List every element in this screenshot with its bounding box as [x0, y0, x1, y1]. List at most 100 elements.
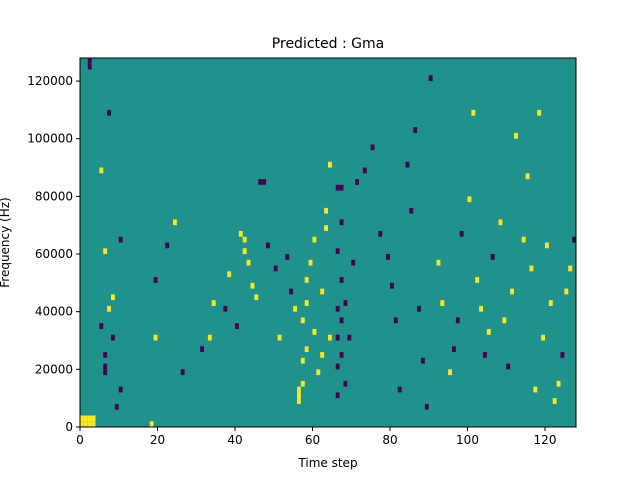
heatmap-cell [107, 305, 111, 312]
heatmap-cell [564, 288, 569, 295]
heatmap-cell [180, 369, 185, 376]
heatmap-cell [459, 230, 464, 237]
heatmap-cell [483, 352, 487, 358]
plot-background [80, 58, 576, 427]
heatmap-cell [111, 334, 115, 341]
heatmap-cell [99, 323, 104, 329]
heatmap-cell [103, 352, 108, 358]
heatmap-cell [80, 415, 84, 422]
heatmap-cell [289, 288, 294, 295]
y-tick-label: 60000 [35, 247, 73, 261]
heatmap-cell [533, 386, 538, 393]
heatmap-cell [436, 259, 441, 266]
heatmap-cell [362, 167, 367, 174]
heatmap-cell [452, 346, 456, 353]
y-tick-label: 20000 [35, 362, 73, 376]
heatmap-cell [428, 75, 433, 82]
y-tick-label: 40000 [35, 305, 73, 319]
heatmap-cell [200, 346, 204, 353]
heatmap-cell [293, 305, 297, 312]
heatmap-cell [510, 288, 514, 295]
x-tick-label: 60 [305, 433, 320, 447]
heatmap-cell [390, 282, 394, 289]
heatmap-cell [153, 277, 158, 283]
heatmap-cell [304, 277, 309, 283]
heatmap-cell [297, 398, 301, 404]
x-tick-label: 40 [227, 433, 242, 447]
heatmap-cell [297, 386, 301, 393]
x-axis-ticks: 0 20 40 60 80 100 120 [76, 427, 556, 447]
x-tick-label: 20 [150, 433, 165, 447]
heatmap-cell [397, 386, 402, 393]
x-tick-label: 80 [382, 433, 397, 447]
heatmap-cell [297, 392, 301, 399]
heatmap-cell [87, 415, 92, 422]
heatmap-cell [506, 363, 511, 370]
heatmap-cell [335, 248, 340, 255]
heatmap-cell [304, 300, 309, 306]
heatmap-cell [556, 380, 561, 387]
heatmap-cell [246, 259, 251, 266]
heatmap-cell [525, 173, 530, 180]
heatmap-cell [118, 236, 123, 243]
heatmap-cell [149, 421, 154, 427]
heatmap-cell [87, 421, 92, 427]
heatmap-cell [277, 334, 282, 341]
heatmap-cells [80, 58, 576, 427]
heatmap-cell [258, 179, 263, 185]
heatmap-cell [339, 277, 344, 283]
heatmap-cell [254, 294, 259, 301]
heatmap-cell [300, 380, 305, 387]
heatmap-cell [393, 317, 398, 324]
heatmap-cell [324, 225, 328, 231]
y-axis-label: Frequency (Hz) [0, 197, 12, 288]
x-tick-label: 0 [76, 433, 84, 447]
heatmap-cell [424, 403, 429, 410]
y-tick-label: 80000 [35, 189, 73, 203]
heatmap-cell [370, 144, 375, 151]
heatmap-cell [335, 363, 340, 370]
heatmap-cell [266, 242, 270, 249]
heatmap-cell [421, 357, 425, 364]
heatmap-cell [111, 294, 115, 301]
heatmap-cell [339, 352, 344, 358]
heatmap-cell [300, 357, 305, 364]
heatmap-cell [560, 352, 565, 358]
heatmap-cell [173, 219, 177, 226]
heatmap-cell [91, 415, 96, 422]
heatmap-cell [502, 317, 507, 324]
heatmap-cell [153, 334, 158, 341]
heatmap-cell [320, 288, 325, 295]
heatmap-cell [235, 323, 239, 329]
heatmap-cell [448, 369, 452, 376]
heatmap-cell [490, 254, 495, 260]
heatmap-cell [335, 184, 340, 191]
heatmap-cell [83, 415, 88, 422]
x-axis-label: Time step [297, 456, 357, 470]
heatmap-cell [343, 380, 348, 387]
heatmap-cell [545, 242, 549, 249]
heatmap-cell [83, 421, 88, 427]
y-tick-label: 120000 [27, 74, 73, 88]
heatmap-cell [498, 219, 503, 226]
heatmap-cell [223, 305, 228, 312]
heatmap-cell [529, 265, 534, 272]
heatmap-cell [103, 363, 108, 370]
heatmap-cell [467, 196, 472, 203]
heatmap-cell [300, 317, 305, 324]
x-tick-label: 120 [534, 433, 557, 447]
heatmap-cell [238, 230, 243, 237]
heatmap-cell [335, 305, 340, 312]
chart-title: Predicted : Gma [272, 36, 384, 52]
heatmap-cell [114, 403, 119, 410]
heatmap-cell [347, 334, 352, 341]
heatmap-cell [320, 352, 325, 358]
heatmap-cell [250, 282, 255, 289]
y-tick-label: 100000 [27, 132, 73, 146]
heatmap-cell [440, 300, 445, 306]
heatmap-cell [355, 179, 359, 185]
heatmap-cell [304, 346, 309, 353]
y-tick-label: 0 [65, 420, 73, 434]
heatmap-cell [91, 421, 96, 427]
